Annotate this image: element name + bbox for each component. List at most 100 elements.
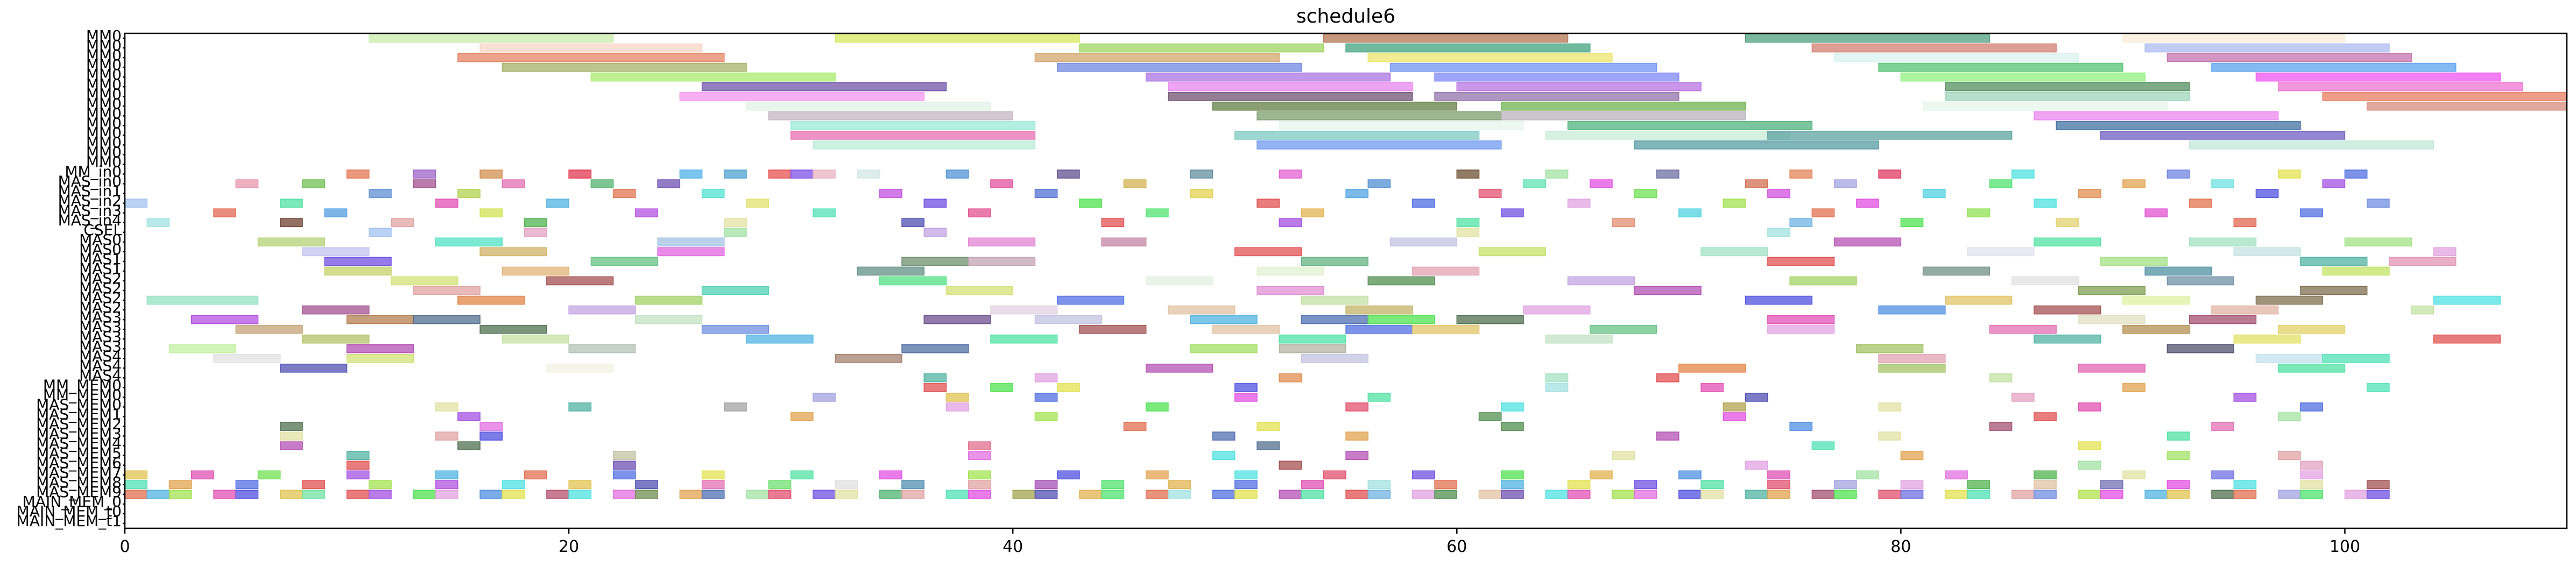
schedule-bar: [1989, 373, 2013, 382]
schedule-bar: [945, 169, 969, 179]
schedule-bar: [1545, 490, 1569, 499]
schedule-bar: [746, 199, 770, 208]
schedule-bar: [1168, 490, 1191, 499]
schedule-bar: [280, 364, 348, 373]
schedule-bar: [901, 490, 924, 499]
schedule-bar: [679, 490, 703, 499]
schedule-bar: [1456, 315, 1524, 324]
schedule-bar: [1501, 480, 1524, 490]
schedule-bar: [2056, 121, 2301, 130]
schedule-bar: [524, 218, 547, 228]
schedule-bar: [1367, 490, 1391, 499]
schedule-bar: [2166, 344, 2234, 353]
schedule-bar: [2211, 305, 2279, 315]
row-label: MAS3: [79, 328, 122, 345]
schedule-bar: [2211, 62, 2457, 72]
schedule-bar: [2233, 218, 2257, 228]
schedule-bar: [479, 208, 503, 218]
schedule-bar: [1345, 451, 1369, 460]
schedule-bar: [1767, 324, 1835, 334]
schedule-bar: [923, 315, 991, 324]
schedule-bar: [701, 470, 725, 480]
schedule-bar: [2034, 490, 2057, 499]
chart-title: schedule6: [1296, 5, 1395, 27]
row-label: MAS_MEM0: [36, 396, 122, 414]
schedule-bar: [813, 169, 836, 179]
schedule-bar: [479, 169, 503, 179]
row-label: MAS_MEM7: [36, 464, 122, 481]
schedule-bar: [701, 480, 725, 490]
schedule-bar: [2322, 91, 2567, 101]
schedule-bar: [635, 480, 658, 490]
schedule-bar: [1501, 402, 1524, 412]
schedule-bar: [2300, 480, 2323, 490]
schedule-bar: [2300, 470, 2323, 480]
schedule-bar: [2277, 169, 2301, 179]
schedule-bar: [568, 402, 592, 412]
schedule-bar: [790, 121, 1036, 130]
schedule-bar: [457, 53, 725, 62]
row-label: MAIN_MEM_t1: [17, 512, 122, 530]
schedule-bar: [968, 480, 991, 490]
schedule-bar: [1034, 373, 1058, 382]
schedule-bar: [1412, 470, 1435, 480]
schedule-bar: [1811, 208, 1835, 218]
schedule-bar: [2122, 179, 2146, 188]
schedule-bar: [1190, 315, 1258, 324]
schedule-bar: [346, 344, 414, 353]
schedule-bar: [1501, 490, 1524, 499]
schedule-bar: [635, 315, 703, 324]
row-label: MAIN_MEM_0: [23, 493, 122, 511]
schedule-bar: [435, 431, 458, 441]
schedule-bar: [1434, 91, 1679, 101]
schedule-bar: [2300, 286, 2368, 295]
schedule-bar: [945, 286, 1013, 295]
row-label: MAS_in1: [58, 182, 122, 200]
schedule-bar: [1079, 490, 1102, 499]
schedule-bar: [546, 199, 569, 208]
schedule-bar: [635, 295, 703, 305]
schedule-bar: [369, 33, 614, 43]
schedule-bar: [2166, 276, 2234, 286]
row-label: MAS_MEM1: [36, 406, 122, 423]
schedule-bar: [146, 295, 259, 305]
schedule-bar: [1034, 490, 1058, 499]
schedule-bar: [2166, 451, 2190, 460]
schedule-bar: [1878, 490, 1902, 499]
schedule-bar: [235, 490, 259, 499]
schedule-bar: [2344, 490, 2368, 499]
schedule-bar: [1612, 218, 1635, 228]
schedule-bar: [1945, 82, 2190, 91]
schedule-bar: [2322, 266, 2390, 276]
schedule-bar: [835, 490, 858, 499]
schedule-bar: [1833, 179, 1857, 188]
schedule-bar: [2300, 490, 2323, 499]
schedule-bar: [1257, 286, 1324, 295]
schedule-bar: [146, 218, 170, 228]
schedule-bar: [1279, 218, 1302, 228]
row-label: MAS2: [79, 299, 122, 316]
schedule-bar: [746, 490, 770, 499]
schedule-bar: [1234, 383, 1258, 392]
schedule-bar: [168, 344, 237, 353]
schedule-bar: [1101, 237, 1147, 247]
schedule-bar: [1811, 490, 1835, 499]
schedule-bar: [1900, 451, 1924, 460]
schedule-bar: [724, 169, 747, 179]
schedule-bar: [1833, 53, 2079, 62]
schedule-bar: [990, 383, 1013, 392]
schedule-bar: [2078, 402, 2101, 412]
schedule-bar: [1056, 470, 1080, 480]
schedule-bar: [1234, 131, 1480, 140]
schedule-bar: [2300, 402, 2323, 412]
schedule-bar: [1168, 480, 1191, 490]
schedule-bar: [835, 480, 858, 490]
row-label: MM0: [86, 27, 122, 45]
schedule-bar: [1545, 373, 1569, 382]
schedule-bar: [2322, 353, 2390, 363]
schedule-bar: [1123, 179, 1147, 188]
row-label: MAS_MEM4: [36, 435, 122, 452]
row-label: MM0: [86, 66, 122, 83]
schedule-bar: [2277, 412, 2301, 421]
schedule-bar: [635, 208, 658, 218]
